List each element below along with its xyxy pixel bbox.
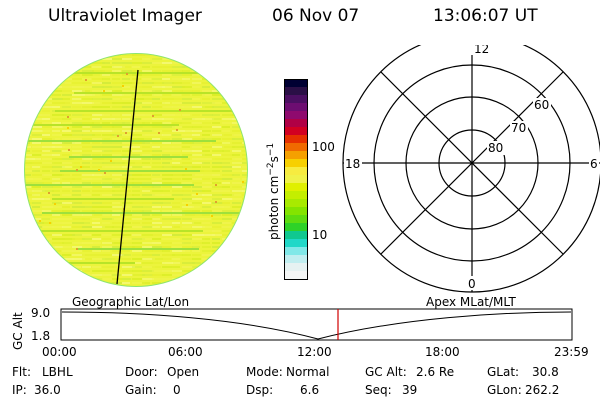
dsp-label: Dsp: [246, 383, 274, 397]
seq-label: Seq: [365, 383, 392, 397]
timeline-right-label: Apex MLat/MLT [426, 295, 516, 309]
seq-value: 39 [402, 383, 418, 397]
observation-time: 13:06:07 UT [433, 6, 538, 26]
colorbar-swatch [284, 159, 308, 168]
unit-exp2: −1 [266, 142, 276, 157]
colorbar-swatch [284, 143, 308, 152]
mlat-60-label: 60 [534, 98, 549, 112]
colorbar-swatch [284, 263, 308, 272]
ip-value: 36.0 [34, 383, 61, 397]
mlat-70-label: 70 [511, 121, 526, 135]
polar-diagonal-2 [380, 71, 564, 255]
door-label: Door: [125, 365, 158, 379]
gain-label: Gain: [125, 383, 157, 397]
colorbar-swatch [284, 271, 308, 280]
colorbar-unit-label: photon cm−2s−1 [266, 143, 281, 240]
colorbar-swatch [284, 135, 308, 144]
mlt-12-label: 12 [474, 45, 489, 56]
orbit-track-line [116, 69, 139, 285]
colorbar-swatch [284, 103, 308, 112]
colorbar [284, 79, 308, 280]
altitude-timeline [60, 308, 573, 341]
timeline-xtick-1: 06:00 [168, 345, 203, 359]
colorbar-swatch [284, 111, 308, 120]
unit-text: photon cm [267, 175, 281, 240]
colorbar-swatch [284, 183, 308, 192]
door-value: Open [167, 365, 200, 379]
filter-value: LBHL [42, 365, 73, 379]
unit-s: s [267, 156, 281, 163]
mlt-18-label: 18 [345, 157, 360, 171]
colorbar-swatch [284, 255, 308, 264]
colorbar-tick-100: 100 [312, 140, 335, 154]
colorbar-swatch [284, 79, 308, 88]
altitude-curve [61, 311, 572, 340]
timeline-xtick-4: 23:59 [554, 345, 589, 359]
observation-date: 06 Nov 07 [272, 6, 360, 26]
colorbar-swatch [284, 95, 308, 104]
colorbar-swatch [284, 215, 308, 224]
instrument-title: Ultraviolet Imager [48, 6, 202, 26]
timeline-y-bottom: 1.8 [31, 329, 51, 343]
filter-label: Flt: [12, 365, 31, 379]
timeline-xtick-2: 12:00 [297, 345, 332, 359]
mlt-0-label: 0 [468, 277, 476, 291]
timeline-y-top: 9.0 [31, 306, 51, 320]
colorbar-swatch [284, 175, 308, 184]
colorbar-tick-10: 10 [312, 228, 328, 242]
timeline-left-label: Geographic Lat/Lon [72, 295, 190, 309]
timeline-ylabel: GC Alt [11, 312, 25, 350]
mode-label: Mode: [246, 365, 283, 379]
unit-exp1: −2 [266, 162, 276, 176]
glon-value: 262.2 [525, 383, 560, 397]
colorbar-swatch [284, 223, 308, 232]
colorbar-swatch [284, 239, 308, 248]
glon-label: GLon: [487, 383, 522, 397]
colorbar-swatch [284, 127, 308, 136]
timeline-xtick-3: 18:00 [425, 345, 460, 359]
timeline-xtick-0: 00:00 [42, 345, 77, 359]
mlt-6-label: 6 [590, 157, 598, 171]
colorbar-swatch [284, 167, 308, 176]
gc-alt-value: 2.6 Re [416, 365, 455, 379]
dsp-value: 6.6 [300, 383, 320, 397]
colorbar-swatch [284, 231, 308, 240]
gc-alt-label: GC Alt: [365, 365, 407, 379]
gain-value: 0 [173, 383, 181, 397]
colorbar-swatch [284, 87, 308, 96]
colorbar-swatch [284, 151, 308, 160]
colorbar-swatch [284, 247, 308, 256]
colorbar-swatch [284, 119, 308, 128]
polar-mlat-mlt-plot: 12 18 6 0 60 70 80 [342, 45, 600, 293]
mlat-80-label: 80 [488, 141, 503, 155]
colorbar-swatch [284, 199, 308, 208]
uv-image-disc [24, 53, 248, 287]
glat-value: 30.8 [532, 365, 559, 379]
ip-label: IP: [12, 383, 27, 397]
colorbar-swatch [284, 191, 308, 200]
mode-value: Normal [286, 365, 330, 379]
colorbar-swatch [284, 207, 308, 216]
glat-label: GLat: [487, 365, 520, 379]
